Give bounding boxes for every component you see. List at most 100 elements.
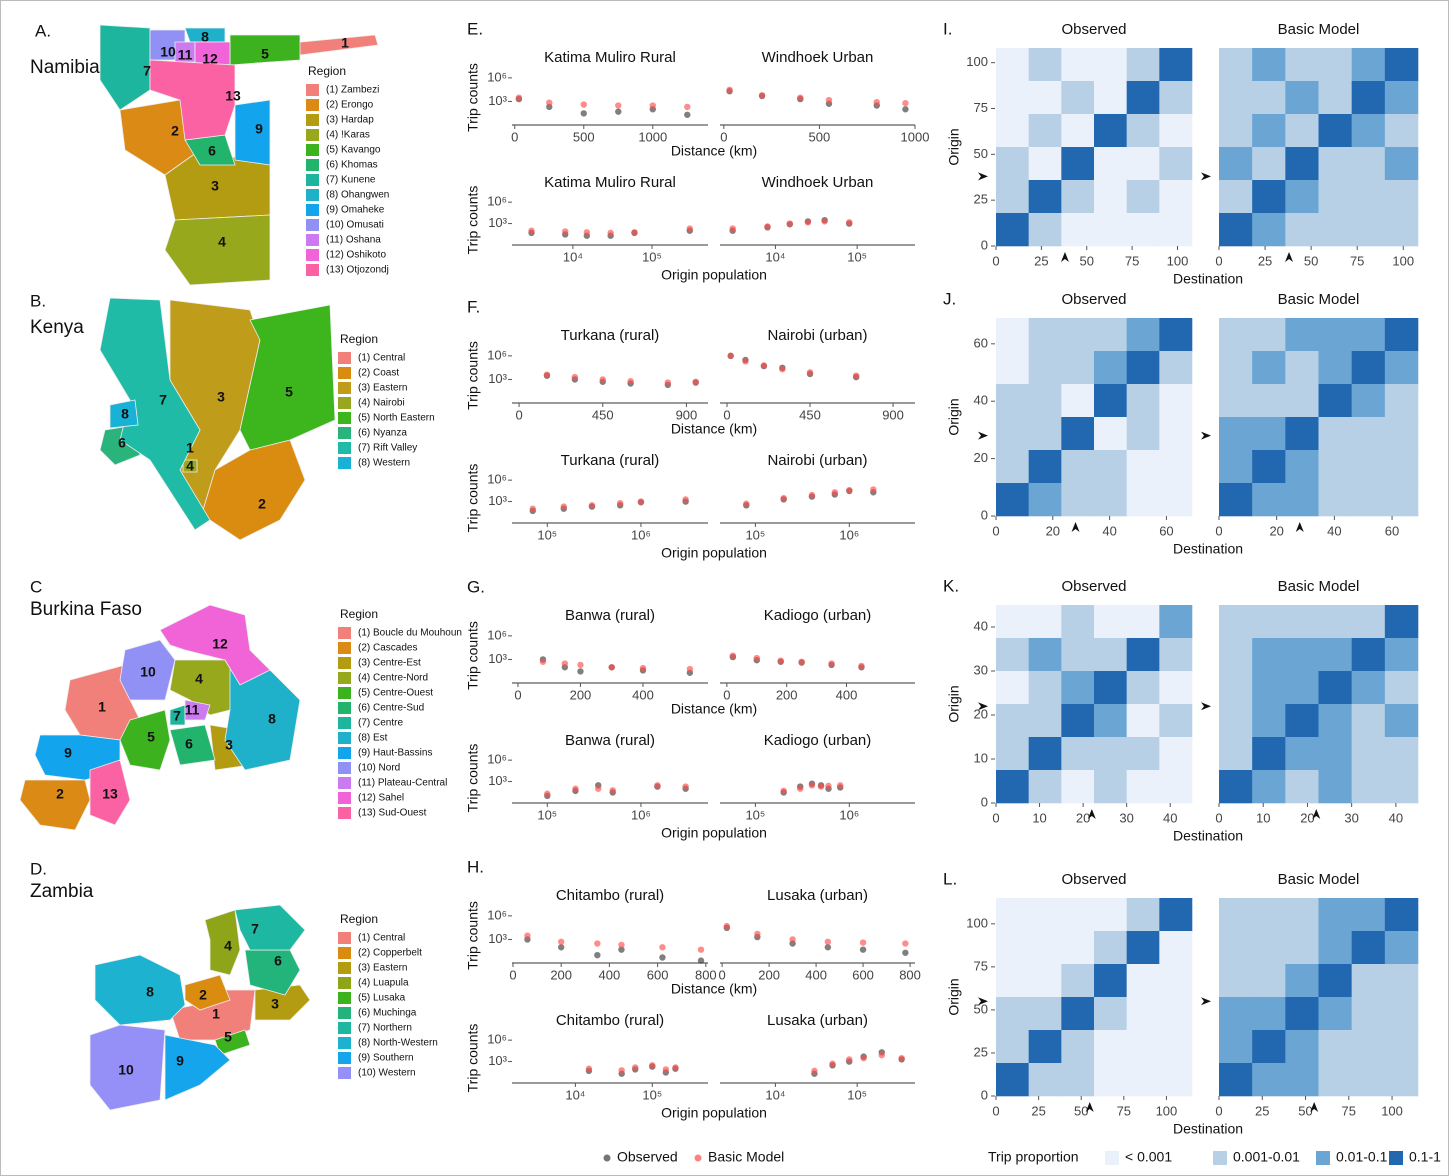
- legend-entry: 0.1-1: [1409, 1149, 1441, 1165]
- y-tick-label: 10⁶: [487, 627, 507, 642]
- heat-cell: [1061, 671, 1094, 704]
- heat-cell: [1285, 114, 1318, 147]
- data-point: [581, 101, 587, 107]
- x-tick-label: 200: [570, 687, 592, 702]
- legend-swatch: [338, 672, 351, 684]
- heat-cell: [1127, 1063, 1160, 1096]
- data-point: [577, 668, 583, 674]
- legend-swatch: [306, 189, 319, 201]
- heat-cell: [1319, 147, 1352, 180]
- heat-cell: [1285, 964, 1318, 997]
- legend-entry: Basic Model: [708, 1149, 784, 1165]
- data-point: [663, 1066, 669, 1072]
- data-point: [860, 1055, 866, 1061]
- heat-cell: [1159, 737, 1192, 770]
- y-axis-label: Trip counts: [465, 63, 481, 132]
- y-axis-label: Trip counts: [465, 186, 481, 255]
- heat-cell: [1352, 964, 1385, 997]
- panel-letter: B.: [30, 291, 46, 310]
- region-label: 1: [98, 699, 106, 715]
- x-tick-label: 0: [718, 967, 725, 982]
- heat-cell: [1385, 1030, 1418, 1063]
- x-tick-label: 800: [899, 967, 921, 982]
- heat-cell: [1319, 81, 1352, 114]
- legend-entry: (3) Eastern: [358, 383, 407, 394]
- legend-entry: (8) Western: [358, 458, 410, 469]
- x-tick-label: 10⁶: [839, 807, 859, 822]
- heat-cell: [1127, 81, 1160, 114]
- subplot-title: Turkana (rural): [561, 327, 660, 344]
- data-point: [682, 496, 688, 502]
- region-label: 7: [173, 708, 181, 724]
- heat-cell: [1252, 351, 1285, 384]
- region-label: 12: [212, 636, 228, 652]
- legend-entry: (1) Central: [358, 353, 405, 364]
- heat-cell: [1352, 48, 1385, 81]
- data-point: [754, 931, 760, 937]
- data-point: [829, 1061, 835, 1067]
- heat-cell: [1219, 483, 1252, 516]
- legend-entry: (4) !Karas: [326, 130, 370, 141]
- data-point: [821, 218, 827, 224]
- data-point: [530, 506, 536, 512]
- data-point: [618, 1067, 624, 1073]
- heat-cell: [1061, 450, 1094, 483]
- y-tick-label: 10⁶: [487, 347, 507, 362]
- legend-swatch: [306, 159, 319, 171]
- heat-cell: [1127, 114, 1160, 147]
- heat-cell: [1252, 737, 1285, 770]
- x-tick-label: 0: [992, 1103, 999, 1118]
- data-point: [826, 97, 832, 103]
- legend-swatch: [338, 932, 351, 944]
- x-tick-label: 0: [1215, 810, 1222, 825]
- subplot-title: Basic Model: [1278, 291, 1360, 308]
- heat-cell: [1219, 180, 1252, 213]
- x-tick-label: 100: [1392, 253, 1414, 268]
- data-point: [787, 220, 793, 226]
- legend-entry: (10) Nord: [358, 763, 400, 774]
- y-tick-label: 10⁶: [487, 752, 507, 767]
- legend-swatch: [338, 657, 351, 669]
- data-point: [858, 663, 864, 669]
- legend-entry: (6) Nyanza: [358, 428, 407, 439]
- heat-cell: [1029, 671, 1062, 704]
- heat-cell: [1219, 704, 1252, 737]
- heat-cell: [1252, 180, 1285, 213]
- data-point: [778, 657, 784, 663]
- legend-swatch: [306, 144, 319, 156]
- legend-swatch: [306, 174, 319, 186]
- data-point: [809, 492, 815, 498]
- y-tick-label: 25: [974, 192, 988, 207]
- heat-cell: [1029, 180, 1062, 213]
- heat-cell: [1319, 318, 1352, 351]
- legend-entry: (9) Haut-Bassins: [358, 748, 432, 759]
- y-axis-label: Origin: [946, 398, 962, 435]
- x-tick-label: 0: [992, 523, 999, 538]
- heat-cell: [1352, 1063, 1385, 1096]
- panel-letter: L.: [943, 869, 957, 888]
- subplot-title: Observed: [1061, 871, 1126, 888]
- x-tick-label: 50: [1298, 1103, 1312, 1118]
- heat-cell: [1385, 964, 1418, 997]
- data-point: [650, 102, 656, 108]
- heat-cell: [1094, 770, 1127, 803]
- x-tick-label: 30: [1119, 810, 1133, 825]
- heat-cell: [1029, 147, 1062, 180]
- subplot-title: Windhoek Urban: [762, 49, 874, 66]
- heat-cell: [1029, 114, 1062, 147]
- panel-letter: I.: [943, 19, 952, 38]
- heat-cell: [1352, 81, 1385, 114]
- heat-cell: [1029, 704, 1062, 737]
- heat-cell: [1285, 180, 1318, 213]
- heat-cell: [1219, 638, 1252, 671]
- data-point: [860, 939, 866, 945]
- data-point: [853, 372, 859, 378]
- data-point: [743, 501, 749, 507]
- x-tick-label: 25: [1031, 1103, 1045, 1118]
- heat-cell: [996, 931, 1029, 964]
- region-label: 7: [143, 63, 151, 79]
- heat-cell: [1352, 737, 1385, 770]
- y-tick-label: 0: [981, 507, 988, 522]
- data-point: [846, 219, 852, 225]
- country-name: Kenya: [30, 317, 84, 338]
